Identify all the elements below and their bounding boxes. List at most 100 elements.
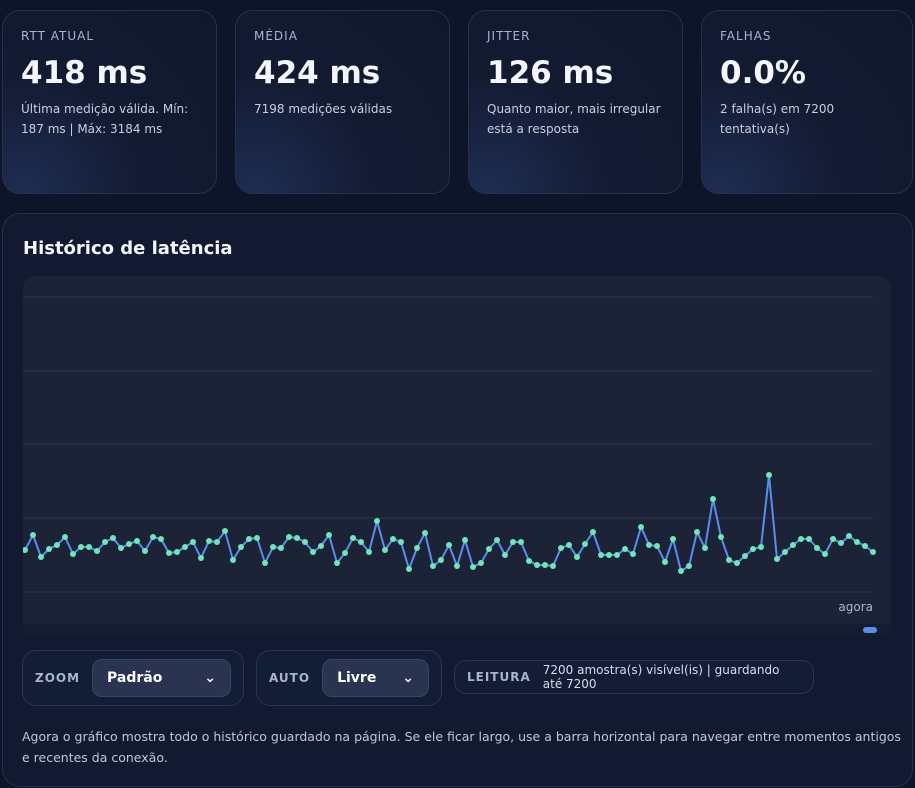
point	[438, 557, 444, 563]
point	[382, 547, 388, 553]
scrollbar[interactable]	[23, 624, 891, 636]
point	[638, 524, 644, 530]
auto-control: AUTO Livre ⌄	[256, 650, 442, 706]
point	[102, 539, 108, 545]
point	[142, 548, 148, 554]
point	[822, 551, 828, 557]
point	[398, 539, 404, 545]
card-label: FALHAS	[720, 29, 772, 43]
point	[446, 542, 452, 548]
control-label: LEITURA	[467, 670, 531, 684]
point	[46, 546, 52, 552]
point	[238, 544, 244, 550]
select-value: Padrão	[107, 670, 163, 686]
point	[622, 546, 628, 552]
point	[862, 543, 868, 549]
point	[78, 544, 84, 550]
point	[286, 534, 292, 540]
zoom-select[interactable]: Padrão ⌄	[92, 659, 231, 697]
panel: Histórico de latência agora ZOOM Padrão ⌄ …	[2, 213, 913, 787]
card: JITTER 126 ms Quanto maior, mais irregular…	[468, 10, 683, 194]
point	[254, 535, 260, 541]
point	[806, 536, 812, 542]
card-label: RTT ATUAL	[21, 29, 95, 43]
point	[774, 556, 780, 562]
point	[294, 535, 300, 541]
point	[350, 535, 356, 541]
card-label: JITTER	[487, 29, 531, 43]
point	[390, 536, 396, 542]
point	[422, 530, 428, 536]
panel-title: Histórico de latência	[23, 238, 233, 259]
point	[854, 539, 860, 545]
point	[606, 552, 612, 558]
point	[702, 545, 708, 551]
point	[550, 563, 556, 569]
point	[94, 548, 100, 554]
card-note: 7198 medições válidas	[254, 102, 393, 116]
point	[230, 557, 236, 563]
point	[334, 560, 340, 566]
point	[598, 552, 604, 558]
point	[134, 538, 140, 544]
point	[726, 557, 732, 563]
point	[374, 518, 380, 524]
point	[742, 553, 748, 559]
point	[174, 549, 180, 555]
card-value: 424 ms	[254, 55, 381, 91]
footer-text: Agora o gráfico mostra todo o histórico …	[22, 729, 901, 765]
reading-value: 7200 amostra(s) visível(is) | guardando …	[542, 663, 780, 691]
point	[262, 560, 268, 566]
point	[118, 545, 124, 551]
point	[510, 539, 516, 545]
point	[542, 562, 548, 568]
point	[710, 496, 716, 502]
point	[342, 550, 348, 556]
point	[23, 547, 28, 553]
card-note: Última medição válida. Mín: 187 ms | Máx…	[21, 102, 189, 136]
point	[502, 552, 508, 558]
point	[462, 537, 468, 543]
point	[526, 558, 532, 564]
point	[54, 542, 60, 548]
point	[206, 538, 212, 544]
grid	[23, 296, 873, 593]
card: MÉDIA 424 ms 7198 medições válidas	[235, 10, 450, 194]
auto-select[interactable]: Livre ⌄	[322, 659, 429, 697]
point	[158, 536, 164, 542]
chart-bg	[23, 276, 891, 636]
point	[198, 555, 204, 561]
point	[302, 539, 308, 545]
point	[750, 546, 756, 552]
point	[870, 549, 876, 555]
card-note: 2 falha(s) em 7200 tentativa(s)	[720, 102, 835, 136]
point	[486, 546, 492, 552]
point	[670, 536, 676, 542]
point	[30, 532, 36, 538]
point	[662, 559, 668, 565]
point	[310, 549, 316, 555]
point	[182, 544, 188, 550]
point	[70, 551, 76, 557]
point	[478, 560, 484, 566]
point	[694, 529, 700, 535]
point	[630, 551, 636, 557]
chart: agora	[23, 276, 891, 636]
point	[38, 554, 44, 560]
scroll-thumb[interactable]	[863, 627, 877, 633]
card-value: 418 ms	[21, 55, 148, 91]
chart-annotation: agora	[838, 600, 873, 614]
point	[566, 542, 572, 548]
point	[798, 536, 804, 542]
card-label: MÉDIA	[254, 29, 298, 43]
point	[758, 544, 764, 550]
control-label: AUTO	[269, 671, 311, 685]
point	[790, 542, 796, 548]
point	[214, 539, 220, 545]
point	[646, 542, 652, 548]
point	[718, 534, 724, 540]
point	[62, 534, 68, 540]
zoom-control: ZOOM Padrão ⌄	[22, 650, 244, 706]
point	[86, 544, 92, 550]
